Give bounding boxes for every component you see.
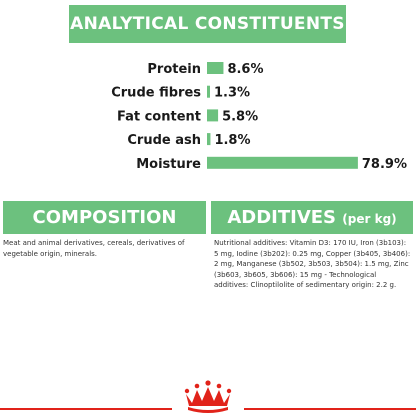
value-label-fat-content: 5.8% bbox=[222, 109, 258, 124]
additives-text: Nutritional additives: Vitamin D3: 170 I… bbox=[214, 239, 411, 289]
bar-moisture bbox=[207, 156, 358, 169]
composition-text: Meat and animal derivatives, cereals, de… bbox=[3, 239, 185, 258]
footer-rule-left bbox=[0, 408, 172, 410]
value-label-moisture: 78.9% bbox=[362, 157, 407, 172]
additives-title-line: ADDITIVES (per kg) bbox=[211, 201, 413, 236]
additives-header: ADDITIVES (per kg) bbox=[211, 201, 413, 234]
additives-title: ADDITIVES bbox=[227, 207, 337, 228]
value-label-crude-fibres: 1.3% bbox=[214, 86, 250, 101]
royal-canin-crown-icon bbox=[184, 380, 232, 413]
brand-footer bbox=[0, 380, 416, 416]
additives-title-suffix: (per kg) bbox=[342, 212, 397, 226]
chart-rows: Protein 8.6% Crude fibres 1.3% Fat content 5.… bbox=[111, 62, 407, 172]
bar-crude-ash bbox=[207, 133, 211, 146]
footer-rule-right bbox=[244, 408, 416, 410]
analytical-constituents-title: ANALYTICAL CONSTITUENTS bbox=[70, 14, 345, 34]
value-label-crude-ash: 1.8% bbox=[214, 133, 250, 148]
row-label-protein: Protein bbox=[147, 62, 201, 77]
bar-fat-content bbox=[207, 109, 219, 122]
composition-title: COMPOSITION bbox=[32, 207, 177, 228]
row-label-crude-ash: Crude ash bbox=[127, 133, 201, 148]
row-label-moisture: Moisture bbox=[136, 157, 201, 172]
bar-crude-fibres bbox=[207, 85, 210, 98]
row-label-fat-content: Fat content bbox=[117, 109, 201, 124]
row-label-crude-fibres: Crude fibres bbox=[111, 86, 201, 101]
value-label-protein: 8.6% bbox=[227, 62, 263, 77]
constituents-bar-chart: Protein 8.6% Crude fibres 1.3% Fat content 5.… bbox=[111, 62, 407, 172]
analytical-constituents-header: ANALYTICAL CONSTITUENTS bbox=[69, 5, 346, 43]
bar-protein bbox=[207, 62, 224, 74]
composition-header: COMPOSITION bbox=[3, 201, 206, 234]
